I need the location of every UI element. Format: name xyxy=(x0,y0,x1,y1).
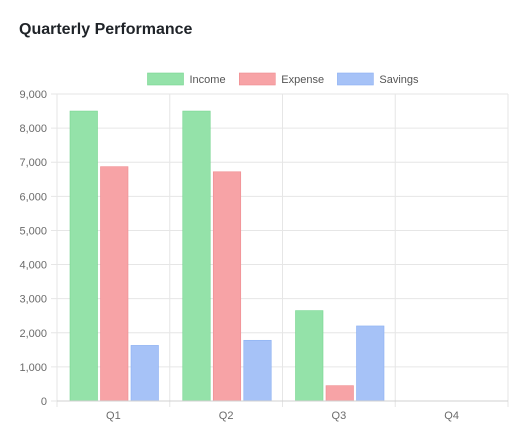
y-tick-label: 8,000 xyxy=(19,123,47,135)
legend-swatch-savings xyxy=(337,72,374,86)
axes-layer: 0 1,000 2,000 3,000 4,000 5,000 6,000 7,000 8,00… xyxy=(19,89,508,422)
legend-label-savings: Savings xyxy=(379,74,419,86)
chart-title: Quarterly Performance xyxy=(19,21,193,38)
x-tick-label: Q2 xyxy=(219,410,234,422)
legend-swatch-income xyxy=(147,72,184,86)
bar-savings-q2 xyxy=(243,339,272,402)
legend-label-income: Income xyxy=(190,74,226,86)
legend-label-expense: Expense xyxy=(281,74,324,86)
y-tick-label: 2,000 xyxy=(19,328,47,340)
y-tick-label: 0 xyxy=(41,396,47,408)
x-tick-label: Q3 xyxy=(332,410,347,422)
bar-expense-q1 xyxy=(100,166,129,402)
bar-income-q2 xyxy=(182,110,211,402)
legend-swatch-expense xyxy=(239,72,276,86)
y-tick-label: 6,000 xyxy=(19,191,47,203)
y-tick-label: 4,000 xyxy=(19,260,47,272)
bar-income-q3 xyxy=(295,310,324,402)
bar-savings-q1 xyxy=(130,345,159,402)
y-tick-label: 9,000 xyxy=(19,89,47,101)
grid-lines xyxy=(51,93,509,407)
y-tick-label: 5,000 xyxy=(19,225,47,237)
x-tick-label: Q4 xyxy=(444,410,459,422)
bar-expense-q3 xyxy=(325,385,354,402)
legend: Income Expense Savings xyxy=(147,72,419,86)
bar-savings-q3 xyxy=(356,325,385,402)
x-tick-label: Q1 xyxy=(106,410,121,422)
bar-expense-q2 xyxy=(212,171,242,402)
bars-layer xyxy=(69,110,385,402)
y-tick-label: 3,000 xyxy=(19,294,47,306)
bar-income-q1 xyxy=(69,110,98,402)
y-tick-label: 7,000 xyxy=(19,157,47,169)
y-tick-label: 1,000 xyxy=(19,362,47,374)
